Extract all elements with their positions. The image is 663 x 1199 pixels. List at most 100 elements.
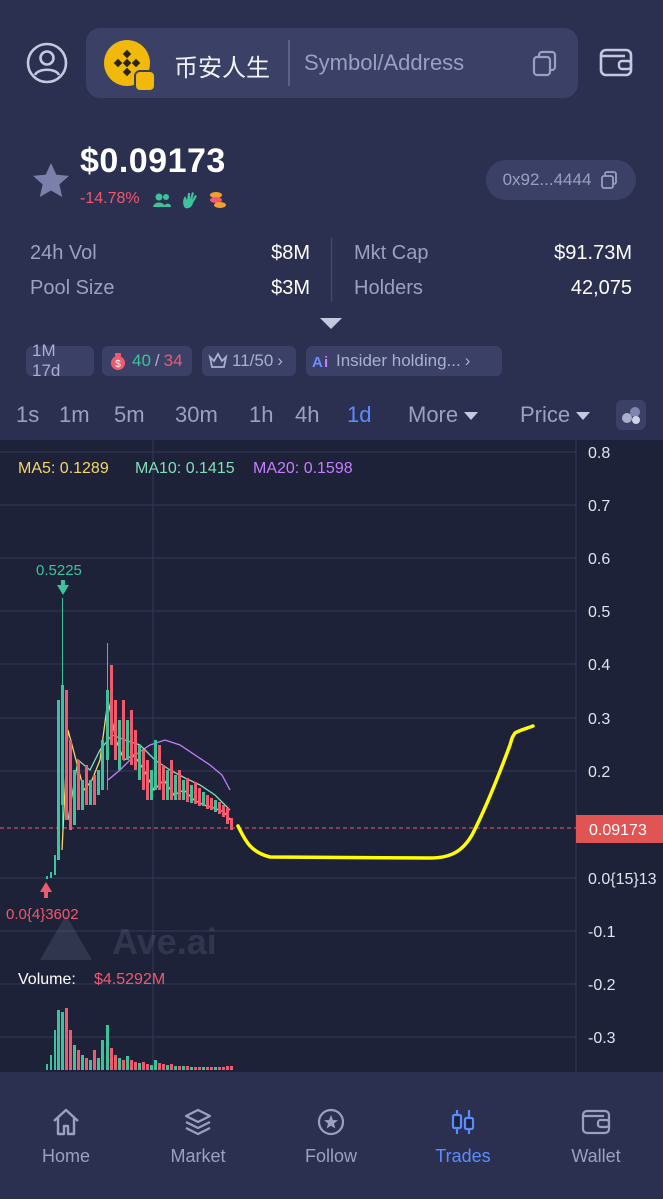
- volume-bar: [89, 1060, 92, 1070]
- volume-bar: [210, 1067, 213, 1070]
- nav-follow[interactable]: Follow: [276, 1106, 386, 1167]
- price-label: Price: [520, 402, 571, 427]
- y-tick: 0.4: [588, 657, 610, 674]
- candle: [158, 745, 161, 790]
- volume-bar: [170, 1064, 173, 1070]
- candle: [118, 720, 121, 770]
- volume-bar: [222, 1067, 225, 1070]
- chevron-right-icon: ›: [277, 351, 283, 370]
- tf-5m[interactable]: 5m: [114, 402, 145, 427]
- age-tag[interactable]: 1M 17d: [26, 341, 94, 380]
- tf-30m[interactable]: 30m: [175, 402, 218, 427]
- coins-icon: [210, 192, 226, 208]
- candle: [54, 855, 56, 875]
- wallet-icon[interactable]: [598, 44, 634, 80]
- ai-icon: A i: [312, 354, 328, 370]
- high-arrow-icon: [57, 580, 69, 595]
- chart-settings-button[interactable]: [616, 400, 646, 430]
- volume-bar: [134, 1062, 137, 1070]
- candlestick-chart-svg[interactable]: 0.8 0.7 0.6 0.5 0.4 0.3 0.2 0.0{15}13 -0…: [0, 440, 663, 1072]
- candle: [97, 770, 100, 795]
- age-value: 1M 17d: [32, 341, 61, 380]
- tf-1m[interactable]: 1m: [59, 402, 90, 427]
- top-holders-tag[interactable]: 11/50 ›: [202, 346, 296, 376]
- top-holders-value: 11/50: [232, 351, 274, 370]
- candle: [226, 808, 229, 824]
- price-dropdown[interactable]: Price: [520, 402, 591, 428]
- volume-bar: [118, 1058, 121, 1070]
- vol-label: 24h Vol: [30, 242, 97, 264]
- y-tick: 0.7: [588, 498, 610, 515]
- more-dropdown[interactable]: More: [408, 402, 479, 428]
- current-price-axis-label: 0.09173: [589, 822, 647, 839]
- tf-1s[interactable]: 1s: [16, 402, 40, 427]
- candle: [210, 798, 213, 810]
- user-profile-icon[interactable]: [24, 40, 70, 86]
- buy-sell-tag[interactable]: $ 40/34: [102, 346, 192, 376]
- svg-text:$: $: [115, 359, 121, 370]
- candle: [81, 780, 84, 810]
- nav-home-label: Home: [41, 1146, 90, 1166]
- candle: [65, 690, 68, 820]
- candle: [174, 775, 177, 800]
- nav-trades[interactable]: Trades: [408, 1106, 518, 1167]
- money-bag-icon: $: [111, 353, 125, 370]
- volume-bar: [154, 1060, 157, 1070]
- candle: [142, 750, 145, 790]
- mcap-label: Mkt Cap: [354, 242, 429, 264]
- nav-home[interactable]: Home: [11, 1106, 121, 1167]
- holders-value: 42,075: [570, 277, 632, 299]
- nav-market[interactable]: Market: [143, 1106, 253, 1167]
- candle: [198, 788, 201, 806]
- volume-bar: [57, 1010, 60, 1070]
- holders-label: Holders: [354, 277, 423, 299]
- volume-bar: [101, 1040, 104, 1070]
- candle: [186, 778, 189, 802]
- y-axis: 0.8 0.7 0.6 0.5 0.4 0.3 0.2 0.0{15}13 -0…: [588, 445, 657, 1047]
- tf-1d[interactable]: 1d: [347, 402, 372, 427]
- volume-bar: [54, 1030, 56, 1070]
- nav-wallet[interactable]: Wallet: [541, 1106, 651, 1167]
- candle: [73, 770, 76, 825]
- tf-1h[interactable]: 1h: [249, 402, 274, 427]
- search-divider: [288, 40, 290, 86]
- volume-bar: [166, 1065, 169, 1070]
- contract-address-copy[interactable]: 0x92...4444: [486, 160, 636, 200]
- sell-count: 34: [163, 351, 183, 370]
- stats-divider: [331, 238, 332, 302]
- tf-4h[interactable]: 4h: [295, 402, 320, 427]
- volume-bar: [77, 1050, 80, 1070]
- token-search-box[interactable]: 币安人生: [86, 28, 578, 98]
- candle: [182, 780, 185, 800]
- copy-icon[interactable]: [530, 48, 560, 78]
- low-arrow-icon: [40, 882, 52, 898]
- volume-bar: [214, 1067, 217, 1070]
- price-chart[interactable]: 0.8 0.7 0.6 0.5 0.4 0.3 0.2 0.0{15}13 -0…: [0, 440, 663, 1072]
- insider-holding-tag[interactable]: A i Insider holding... ›: [306, 346, 502, 376]
- volume-bar: [142, 1062, 145, 1070]
- token-logo: [104, 40, 156, 92]
- search-input[interactable]: [304, 46, 524, 80]
- candle: [101, 740, 104, 790]
- price-change: -14.78%: [80, 190, 140, 207]
- low-price-label: 0.0{4}3602: [6, 906, 79, 923]
- crown-icon: [208, 352, 228, 368]
- volume-bar: [182, 1066, 185, 1070]
- candle: [230, 818, 233, 830]
- dropdown-caret-icon: [576, 412, 591, 421]
- home-icon: [53, 1108, 79, 1136]
- volume-bar: [69, 1030, 72, 1070]
- favorite-star-icon[interactable]: [30, 160, 72, 202]
- copy-icon: [601, 171, 618, 189]
- expand-caret-icon[interactable]: [320, 318, 342, 329]
- dropdown-caret-icon: [464, 412, 479, 421]
- volume-bar: [202, 1067, 205, 1070]
- top-bar: 币安人生: [0, 0, 663, 118]
- candle: [46, 876, 48, 879]
- insider-holding-label: Insider holding...: [336, 351, 461, 370]
- drawn-cup-curve: [236, 724, 535, 860]
- volume-bar: [206, 1067, 209, 1070]
- candle: [122, 700, 125, 760]
- y-tick: -0.1: [588, 924, 616, 941]
- current-price: $0.09173: [80, 142, 226, 180]
